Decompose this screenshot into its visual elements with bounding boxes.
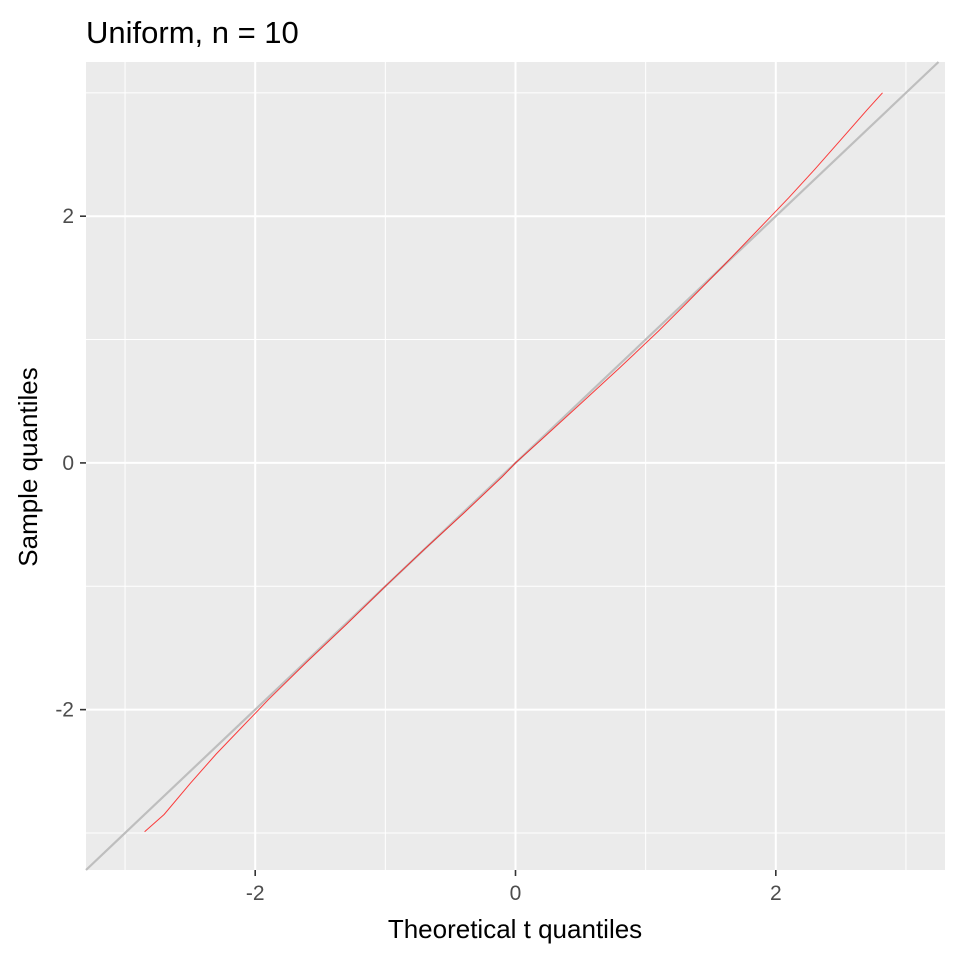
series-layer (144, 92, 883, 833)
y-tick-label: -2 (55, 699, 74, 722)
y-axis: -2 0 2 (55, 205, 86, 722)
x-axis-title: Theoretical t quantiles (388, 914, 642, 944)
y-tick-label: 2 (62, 205, 74, 228)
series-line (144, 92, 883, 833)
x-tick-label: 0 (510, 882, 522, 905)
y-tick-label: 0 (62, 452, 74, 475)
chart-title: Uniform, n = 10 (86, 15, 299, 50)
x-axis: -2 0 2 (246, 870, 782, 905)
x-tick-label: -2 (246, 882, 265, 905)
major-gridlines (86, 62, 945, 870)
x-tick-label: 2 (770, 882, 782, 905)
y-axis-title: Sample quantiles (13, 367, 43, 566)
